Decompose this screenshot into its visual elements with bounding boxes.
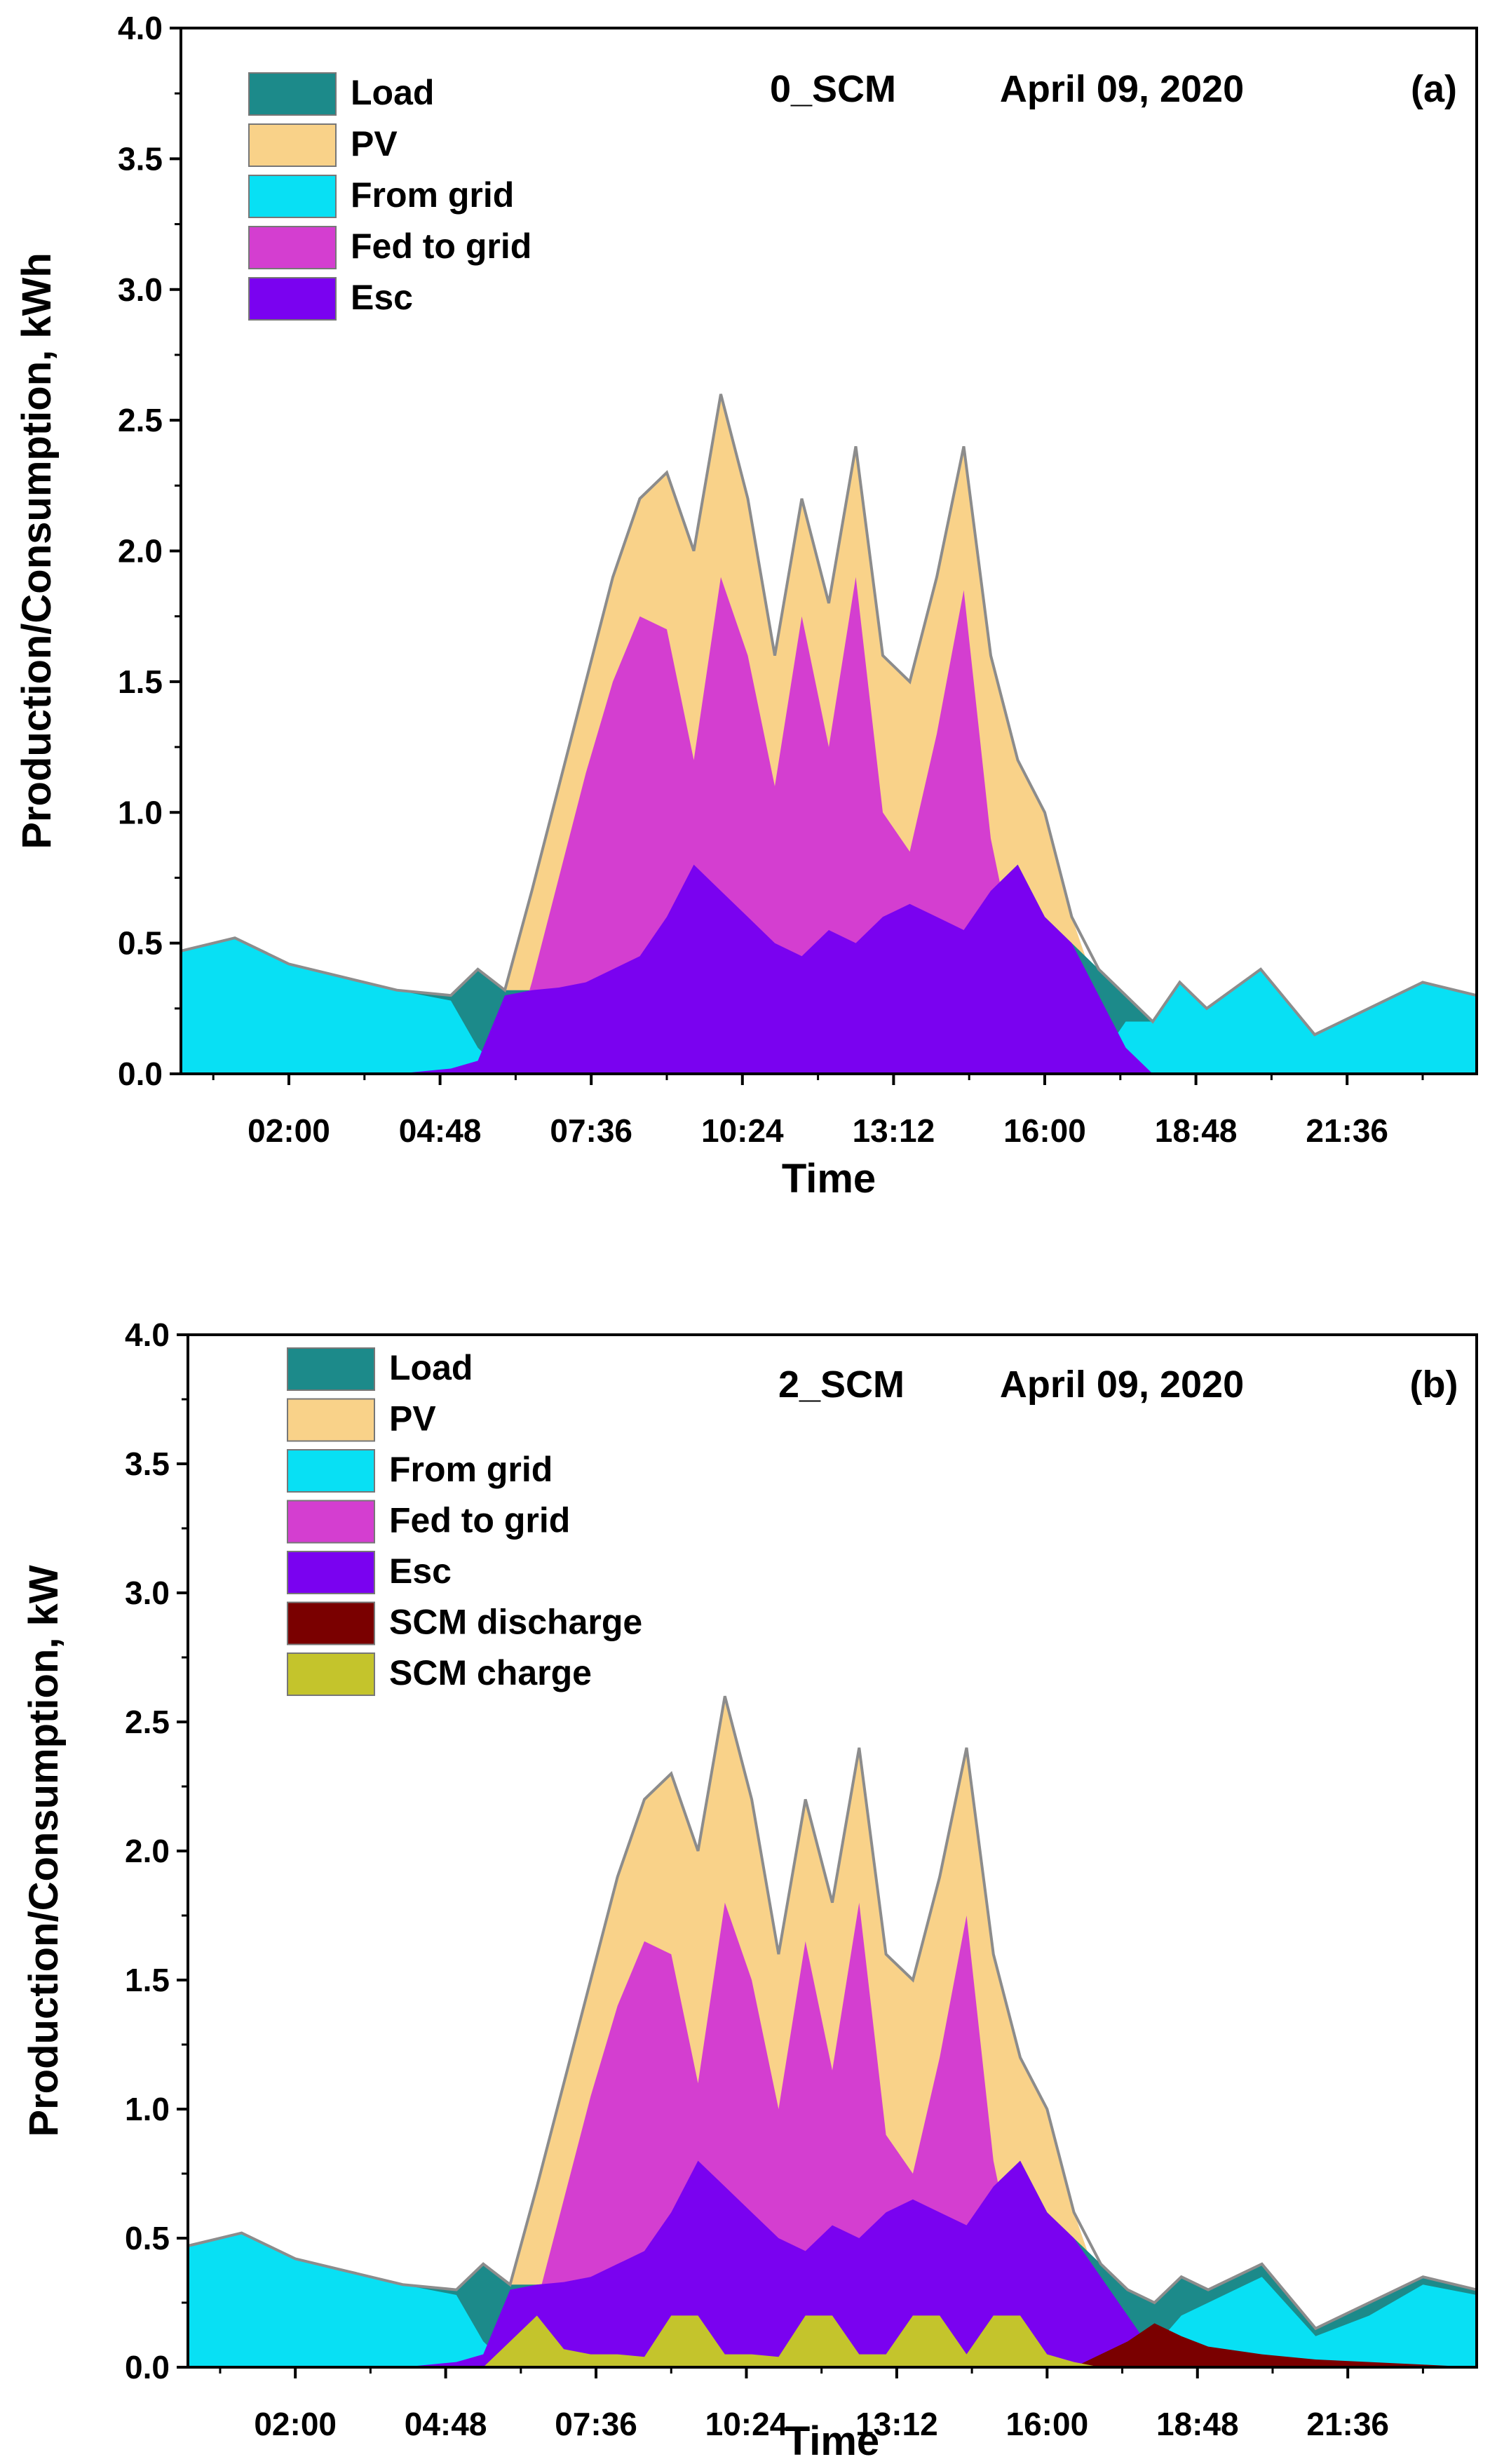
y-axis-title-b: Production/Consumption, kW	[21, 1565, 67, 2136]
area-pv	[181, 393, 1477, 1074]
area-fed-to-grid	[181, 577, 1477, 1074]
legend-swatch-from-grid	[248, 175, 337, 218]
y-tick-label: 3.5	[118, 140, 163, 177]
x-tick-label: 02:00	[254, 2406, 337, 2442]
y-tick-label: 2.0	[125, 1833, 170, 1869]
y-axis-title-a: Production/Consumption, kWh	[14, 253, 60, 849]
area-esc	[188, 2160, 1477, 2367]
legend-label-load: Load	[389, 1348, 473, 1387]
legend-a: Load PV From grid Fed to grid Esc	[248, 72, 531, 321]
area-scm-charge	[188, 2315, 1477, 2367]
chart-panel-b: 0.0 0.5 1.0 1.5 2.0 2.5 3.0 3.5 4.0 02:00 04:48 07…	[0, 1234, 1490, 2464]
x-tick-label: 07:36	[555, 2406, 637, 2442]
x-tick-label: 21:36	[1306, 2406, 1389, 2442]
x-axis-title-a: Time	[782, 1156, 876, 1201]
legend-b: Load PV From grid Fed to grid Esc SCM dischar…	[287, 1347, 642, 1696]
y-tick-label: 1.5	[118, 664, 163, 700]
legend-swatch-load	[248, 72, 337, 116]
chart-title-a: 0_SCM	[770, 68, 896, 110]
y-tick-label: 4.0	[125, 1317, 170, 1353]
legend-label-from-grid: From grid	[351, 175, 514, 215]
area-esc	[181, 864, 1477, 1074]
y-tick-labels-a: 0.0 0.5 1.0 1.5 2.0 2.5 3.0 3.5 4.0	[118, 10, 163, 1092]
legend-label-esc: Esc	[389, 1551, 452, 1591]
legend-label-pv: PV	[389, 1399, 436, 1439]
y-tick-label: 0.5	[118, 925, 163, 962]
x-tick-label: 10:24	[705, 2406, 788, 2442]
y-tick-label: 2.0	[118, 533, 163, 570]
x-tick-label: 13:12	[855, 2406, 938, 2442]
envelope-line	[180, 393, 1477, 1037]
y-tick-label: 2.5	[118, 402, 163, 438]
chart-b-svg: 0.0 0.5 1.0 1.5 2.0 2.5 3.0 3.5 4.0 02:00 04:48 07…	[21, 1317, 1478, 2464]
area-fed-to-grid	[188, 1902, 1477, 2367]
x-tick-labels-a: 02:00 04:48 07:36 10:24 13:12 16:00 18:48 21:36	[248, 1112, 1388, 1149]
area-pv	[188, 1696, 1477, 2367]
series-group-a	[180, 393, 1477, 1074]
legend-swatch-scm-discharge	[287, 1601, 375, 1645]
chart-a-svg: 0.0 0.5 1.0 1.5 2.0 2.5 3.0 3.5 4.0 02:00 04:48 07…	[14, 10, 1478, 1201]
x-tick-label: 18:48	[1155, 1112, 1238, 1149]
y-tick-label: 2.5	[125, 1704, 170, 1740]
x-tick-label: 16:00	[1003, 1112, 1086, 1149]
legend-swatch-esc	[287, 1551, 375, 1594]
plot-frame-a	[180, 27, 1478, 1075]
chart-date-b: April 09, 2020	[1000, 1364, 1244, 1406]
x-tick-label: 02:00	[248, 1112, 330, 1149]
panel-label-a: (a)	[1411, 68, 1457, 110]
legend-swatch-esc	[248, 277, 337, 321]
y-tick-label: 1.5	[125, 1962, 170, 1998]
area-scm-discharge	[188, 2323, 1477, 2367]
y-tick-label: 0.5	[125, 2220, 170, 2256]
x-tick-label: 04:48	[399, 1112, 482, 1149]
x-tick-label: 04:48	[405, 2406, 487, 2442]
area-from-grid	[181, 938, 1477, 1074]
y-tick-label: 4.0	[118, 10, 163, 46]
x-tick-label: 13:12	[853, 1112, 935, 1149]
y-tick-label: 3.0	[118, 271, 163, 308]
x-tick-label: 07:36	[550, 1112, 632, 1149]
legend-label-fed-to-grid: Fed to grid	[389, 1501, 570, 1540]
chart-title-b: 2_SCM	[778, 1364, 905, 1406]
legend-swatch-fed-to-grid	[287, 1500, 375, 1544]
panel-label-b: (b)	[1410, 1364, 1458, 1406]
y-tick-label: 1.0	[125, 2091, 170, 2127]
chart-date-a: April 09, 2020	[1000, 68, 1244, 110]
legend-swatch-pv	[287, 1398, 375, 1442]
legend-swatch-from-grid	[287, 1449, 375, 1493]
x-tick-labels-b: 02:00 04:48 07:36 10:24 13:12 16:00 18:48 21:36	[254, 2406, 1389, 2442]
legend-label-load: Load	[351, 73, 434, 112]
x-tick-label: 16:00	[1006, 2406, 1089, 2442]
envelope-line	[187, 1695, 1477, 2331]
legend-label-esc: Esc	[351, 278, 413, 317]
x-tick-label: 10:24	[701, 1112, 784, 1149]
x-tick-label: 18:48	[1156, 2406, 1239, 2442]
chart-panel-a: 0.0 0.5 1.0 1.5 2.0 2.5 3.0 3.5 4.0 02:00 04:48 07…	[14, 10, 1478, 1201]
x-tick-label: 21:36	[1306, 1112, 1388, 1149]
legend-label-pv: PV	[351, 124, 398, 163]
x-axis-title-b: Time	[785, 2418, 879, 2464]
legend-swatch-pv	[248, 123, 337, 167]
plot-frame-b	[187, 1333, 1478, 2369]
legend-label-from-grid: From grid	[389, 1450, 553, 1489]
y-tick-labels-b: 0.0 0.5 1.0 1.5 2.0 2.5 3.0 3.5 4.0	[125, 1317, 170, 2385]
y-tick-label: 0.0	[125, 2349, 170, 2385]
legend-label-scm-charge: SCM charge	[389, 1653, 592, 1692]
area-from-grid	[188, 2233, 1477, 2367]
y-tick-label: 3.5	[125, 1446, 170, 1482]
legend-label-scm-discharge: SCM discharge	[389, 1603, 642, 1642]
y-tick-label: 0.0	[118, 1056, 163, 1092]
legend-swatch-fed-to-grid	[248, 226, 337, 269]
y-tick-label: 3.0	[125, 1575, 170, 1611]
legend-label-fed-to-grid: Fed to grid	[351, 227, 531, 266]
y-tick-label: 1.0	[118, 794, 163, 830]
legend-swatch-load	[287, 1347, 375, 1391]
series-group-b	[187, 1695, 1477, 2367]
legend-swatch-scm-charge	[287, 1652, 375, 1696]
